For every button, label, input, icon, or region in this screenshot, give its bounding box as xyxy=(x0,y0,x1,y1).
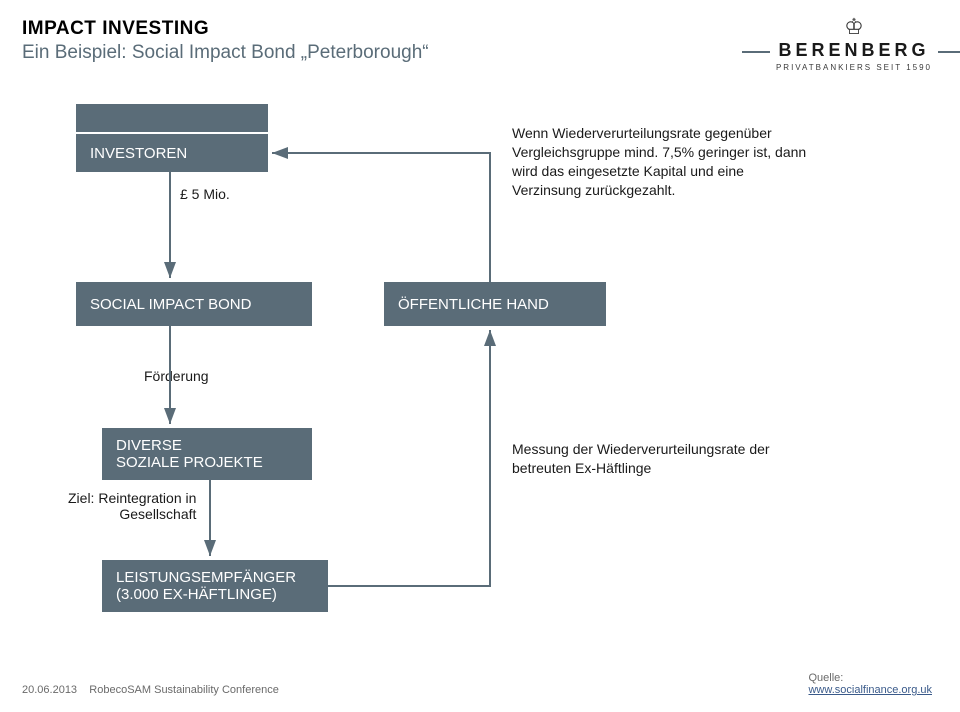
source-link[interactable]: www.socialfinance.org.uk xyxy=(808,684,932,696)
sib-label: SOCIAL IMPACT BOND xyxy=(90,296,251,313)
footer-conference: RobecoSAM Sustainability Conference xyxy=(89,684,279,696)
brand-tagline: PRIVATBANKIERS SEIT 1590 xyxy=(776,63,932,72)
page-subtitle: Ein Beispiel: Social Impact Bond „Peterb… xyxy=(22,42,429,64)
repayment-description: Wenn Wiederverurteilungsrate gegenüber V… xyxy=(512,124,812,200)
page-header: IMPACT INVESTING Ein Beispiel: Social Im… xyxy=(22,18,429,64)
projects-line1: DIVERSE xyxy=(116,437,263,454)
beneficiaries-line1: LEISTUNGSEMPFÄNGER xyxy=(116,569,296,586)
crest-icon: ♔ xyxy=(776,16,932,38)
social-impact-bond-box: SOCIAL IMPACT BOND xyxy=(76,282,312,326)
footer-left: 20.06.2013 RobecoSAM Sustainability Conf… xyxy=(22,684,279,696)
footer-date: 20.06.2013 xyxy=(22,684,77,696)
source-label: Quelle: xyxy=(808,672,932,684)
brand-logo: ♔ BERENBERG PRIVATBANKIERS SEIT 1590 xyxy=(776,16,932,72)
footer-source: Quelle: www.socialfinance.org.uk xyxy=(808,672,932,696)
beneficiaries-line2: (3.000 EX-HÄFTLINGE) xyxy=(116,586,296,603)
public-sector-box: ÖFFENTLICHE HAND xyxy=(384,282,606,326)
funding-label: Förderung xyxy=(144,368,209,384)
goal-label: Ziel: Reintegration in Gesellschaft xyxy=(68,490,196,522)
projects-line2: SOZIALE PROJEKTE xyxy=(116,454,263,471)
brand-name: BERENBERG xyxy=(776,40,932,61)
investor-label: INVESTOREN xyxy=(90,145,187,162)
measurement-description: Messung der Wiederverurteilungsrate der … xyxy=(512,440,832,478)
public-label: ÖFFENTLICHE HAND xyxy=(398,296,549,313)
measurement-line2: betreuten Ex-Häftlinge xyxy=(512,459,832,478)
beneficiaries-box: LEISTUNGSEMPFÄNGER (3.000 EX-HÄFTLINGE) xyxy=(102,560,328,612)
goal-line1: Ziel: Reintegration in xyxy=(68,490,196,506)
investor-box: INVESTOREN xyxy=(76,134,268,172)
goal-line2: Gesellschaft xyxy=(68,506,196,522)
investor-box-blank xyxy=(76,104,268,132)
measurement-line1: Messung der Wiederverurteilungsrate der xyxy=(512,440,832,459)
projects-box: DIVERSE SOZIALE PROJEKTE xyxy=(102,428,312,480)
page-title: IMPACT INVESTING xyxy=(22,18,429,40)
investment-amount: £ 5 Mio. xyxy=(180,186,230,202)
